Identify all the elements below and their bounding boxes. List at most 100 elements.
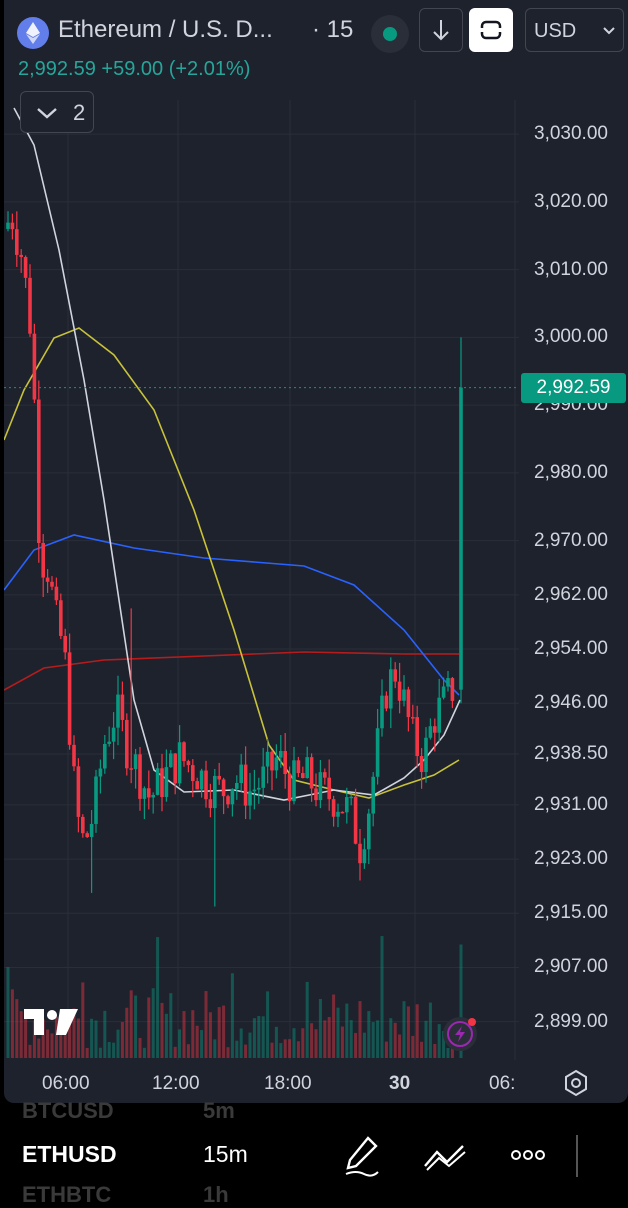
volume-bar (200, 1030, 204, 1058)
currency-value: USD (534, 20, 577, 42)
candle-body (142, 788, 147, 799)
volume-bar (362, 1032, 366, 1058)
volume-bar (270, 1042, 274, 1058)
symbol-title[interactable]: Ethereum / U.S. D... (58, 16, 273, 43)
candle-body (375, 728, 380, 777)
trend-tools-icon[interactable] (421, 1134, 469, 1183)
volume-bar (19, 1011, 23, 1058)
chevron-down-icon (603, 27, 615, 35)
candle-body (371, 776, 375, 814)
volume-bar (6, 967, 10, 1058)
watchlist-prev-symbol[interactable]: BTCUSD (22, 1098, 114, 1123)
candle-body (173, 753, 177, 784)
price-tick: 2,907.00 (534, 956, 608, 978)
volume-bar (28, 1044, 32, 1058)
volume-bar (116, 1029, 120, 1058)
interval-label[interactable]: · 15 (312, 16, 353, 44)
volume-bar (125, 1007, 129, 1058)
volume-bar (459, 944, 463, 1058)
candle-body (252, 789, 257, 792)
candle-body (261, 766, 265, 788)
pen-icon[interactable] (342, 1134, 382, 1183)
volume-bar (129, 990, 133, 1058)
watchlist-next-tf: 1h (203, 1182, 229, 1207)
currency-select[interactable]: USD (525, 8, 624, 52)
volume-bar (358, 1001, 362, 1058)
candle-body (23, 257, 28, 278)
volume-bar (32, 1020, 36, 1058)
chart-panel[interactable]: Ethereum / U.S. D... · 15 USD 2,992.59 +… (4, 0, 628, 1103)
symbol-selector[interactable]: ETHUSD (22, 1141, 117, 1167)
volume-bar (296, 1041, 300, 1058)
volume-bar (15, 999, 19, 1058)
candle-body (103, 743, 107, 769)
candle-body (116, 694, 120, 728)
candle-body (287, 774, 292, 802)
candle-body (182, 742, 186, 762)
fullscreen-button[interactable] (469, 8, 513, 52)
volume-bar (318, 998, 322, 1058)
price-tick: 2,938.50 (534, 743, 608, 765)
candle-body (6, 222, 10, 229)
candle-body (85, 833, 89, 838)
last-price: 2,992.59 (18, 58, 96, 80)
volume-bar (98, 1047, 102, 1058)
price-tick: 2,899.00 (534, 1010, 608, 1032)
candle-body (67, 652, 72, 745)
ma-line-blue (4, 534, 460, 696)
volume-bar (195, 1025, 199, 1058)
fullscreen-icon (480, 20, 502, 40)
ma-line-yellow (4, 327, 460, 799)
volume-bar (354, 1032, 358, 1058)
candle-body (283, 750, 287, 775)
interval-value: 15 (326, 16, 354, 43)
volume-bar (380, 936, 384, 1058)
volume-bar (41, 1019, 45, 1058)
volume-bar (63, 1035, 67, 1058)
volume-bar (164, 1013, 168, 1058)
volume-bar (178, 1029, 182, 1058)
volume-bar (301, 1028, 305, 1058)
tradingview-logo[interactable] (22, 1005, 80, 1042)
more-icon[interactable] (508, 1134, 548, 1183)
candle-body (301, 773, 305, 778)
price-chart[interactable] (4, 0, 628, 1103)
volume-bar (424, 1020, 428, 1058)
candle-body (63, 635, 67, 653)
candle-body (133, 754, 138, 770)
volume-bar (107, 1042, 111, 1058)
candle-body (41, 542, 45, 578)
candle-body (446, 678, 450, 687)
candle-body (94, 776, 98, 824)
volume-bar (402, 1001, 406, 1058)
price-change-pct: (+2.01%) (168, 58, 251, 80)
candle-body (450, 678, 455, 701)
chart-settings-icon[interactable] (561, 1068, 591, 1103)
candle-body (257, 787, 261, 790)
candle-body (32, 333, 37, 400)
candle-body (406, 689, 411, 718)
candle-body (345, 797, 349, 813)
market-status-icon[interactable] (371, 15, 409, 53)
time-tick: 06: (489, 1073, 516, 1094)
watchlist-next-symbol[interactable]: ETHBTC (22, 1182, 112, 1207)
volume-bar (120, 1022, 124, 1058)
indicators-toggle[interactable]: 2 (20, 91, 94, 133)
volume-bar (292, 1028, 296, 1058)
candle-body (353, 796, 358, 844)
volume-bar (442, 1030, 446, 1058)
time-tick: 18:00 (264, 1073, 312, 1094)
candle-body (459, 387, 463, 690)
volume-bar (37, 1038, 41, 1058)
separator: · (312, 16, 320, 43)
flash-alert-icon[interactable] (443, 1017, 477, 1051)
ethereum-icon (17, 17, 49, 49)
download-button[interactable] (419, 8, 463, 52)
volume-bar (81, 982, 85, 1058)
candle-body (327, 777, 331, 800)
timeframe-selector[interactable]: 15m (203, 1141, 248, 1167)
candle-body (213, 775, 217, 809)
candle-body (186, 761, 191, 766)
candle-body (336, 811, 340, 817)
volume-bar (134, 995, 138, 1058)
